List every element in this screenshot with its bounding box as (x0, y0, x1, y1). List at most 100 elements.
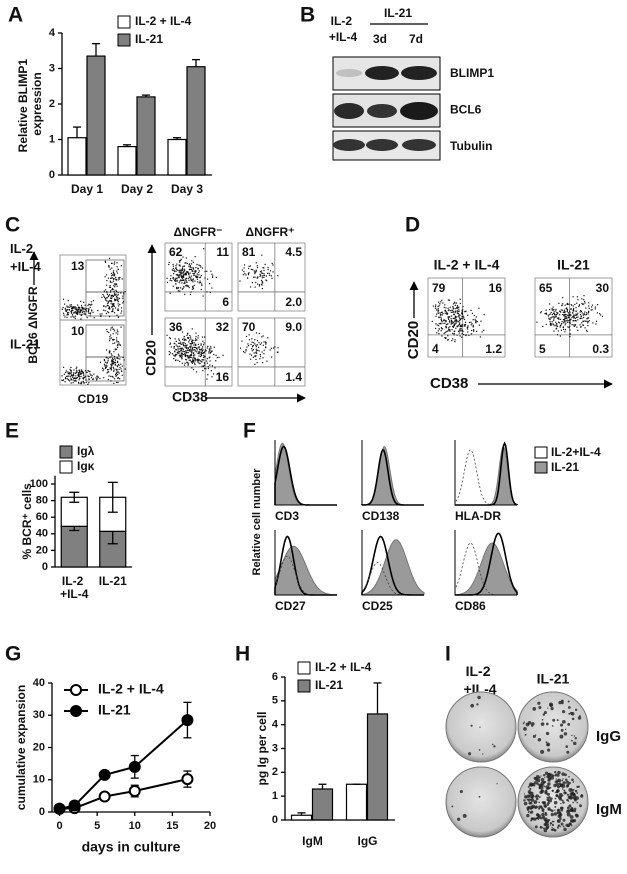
event-dot (463, 316, 465, 318)
event-dot (175, 344, 177, 346)
spot (560, 728, 564, 732)
event-dot (252, 348, 254, 351)
event-dot (556, 327, 558, 329)
event-dot (574, 325, 576, 327)
event-dot (576, 326, 578, 328)
event-dot (439, 312, 441, 314)
event-dot (84, 369, 86, 372)
spot (561, 784, 566, 789)
event-dot (78, 379, 80, 381)
event-dot (121, 374, 123, 376)
event-dot (462, 315, 464, 317)
event-dot (113, 382, 115, 385)
event-dot (263, 349, 265, 351)
event-dot (437, 311, 439, 313)
event-dot (248, 267, 250, 270)
spot (560, 818, 562, 821)
spot (554, 791, 557, 794)
event-dot (117, 373, 119, 376)
event-dot (583, 316, 585, 319)
event-dot (176, 286, 178, 288)
event-dot (202, 346, 204, 348)
spot (553, 812, 558, 816)
event-dot (203, 344, 205, 346)
spot (542, 774, 546, 777)
spot (496, 783, 498, 785)
event-dot (105, 364, 107, 366)
event-dot (261, 272, 264, 274)
event-dot (459, 335, 461, 337)
y-tick-label: 20 (36, 544, 48, 556)
event-dot (265, 346, 267, 348)
event-dot (448, 316, 450, 318)
event-dot (444, 332, 446, 334)
event-dot (104, 261, 107, 263)
event-dot (178, 352, 180, 354)
spot (567, 795, 572, 799)
event-dot (111, 363, 114, 365)
event-dot (80, 318, 82, 320)
event-dot (562, 309, 564, 311)
event-dot (117, 294, 119, 296)
event-dot (114, 363, 116, 365)
event-dot (586, 330, 588, 332)
event-dot (206, 378, 208, 380)
event-dot (123, 293, 125, 295)
event-dot (558, 318, 560, 320)
event-dot (562, 318, 564, 321)
spot (565, 745, 569, 748)
event-dot (115, 375, 118, 377)
event-dot (572, 315, 574, 318)
event-dot (109, 280, 112, 282)
spot (562, 825, 565, 828)
event-dot (104, 276, 106, 278)
event-dot (80, 373, 83, 375)
spot (563, 827, 567, 832)
event-dot (574, 303, 576, 306)
event-dot (193, 349, 195, 351)
event-dot (68, 309, 70, 311)
event-dot (255, 271, 257, 273)
event-dot (168, 263, 170, 266)
event-dot (196, 273, 198, 275)
event-dot (110, 277, 113, 279)
event-dot (196, 275, 198, 278)
event-dot (116, 348, 118, 350)
event-dot (104, 310, 106, 312)
event-dot (189, 293, 192, 295)
event-dot (261, 254, 263, 256)
event-dot (440, 317, 443, 319)
event-dot (110, 353, 112, 355)
event-dot (452, 325, 454, 328)
event-dot (595, 323, 597, 325)
event-dot (572, 305, 574, 307)
event-dot (118, 297, 121, 300)
event-dot (463, 324, 465, 326)
event-dot (88, 308, 90, 311)
event-dot (188, 357, 190, 359)
spot (568, 787, 573, 792)
event-dot (453, 325, 456, 327)
event-dot (244, 273, 246, 275)
event-dot (78, 374, 80, 376)
event-dot (115, 293, 117, 295)
quadrant-value: 11 (216, 245, 229, 259)
event-dot (457, 315, 460, 317)
event-dot (467, 326, 469, 328)
event-dot (113, 355, 116, 358)
event-dot (118, 372, 120, 374)
event-dot (192, 281, 194, 283)
event-dot (105, 349, 108, 351)
spot (566, 798, 569, 802)
spot (561, 701, 564, 705)
event-dot (65, 309, 67, 312)
spot (571, 789, 574, 792)
event-dot (75, 312, 77, 315)
event-dot (88, 382, 90, 384)
event-dot (96, 378, 98, 380)
spot (571, 717, 575, 721)
event-dot (201, 347, 203, 349)
event-dot (81, 372, 83, 374)
event-dot (178, 274, 181, 276)
spot (557, 825, 560, 828)
